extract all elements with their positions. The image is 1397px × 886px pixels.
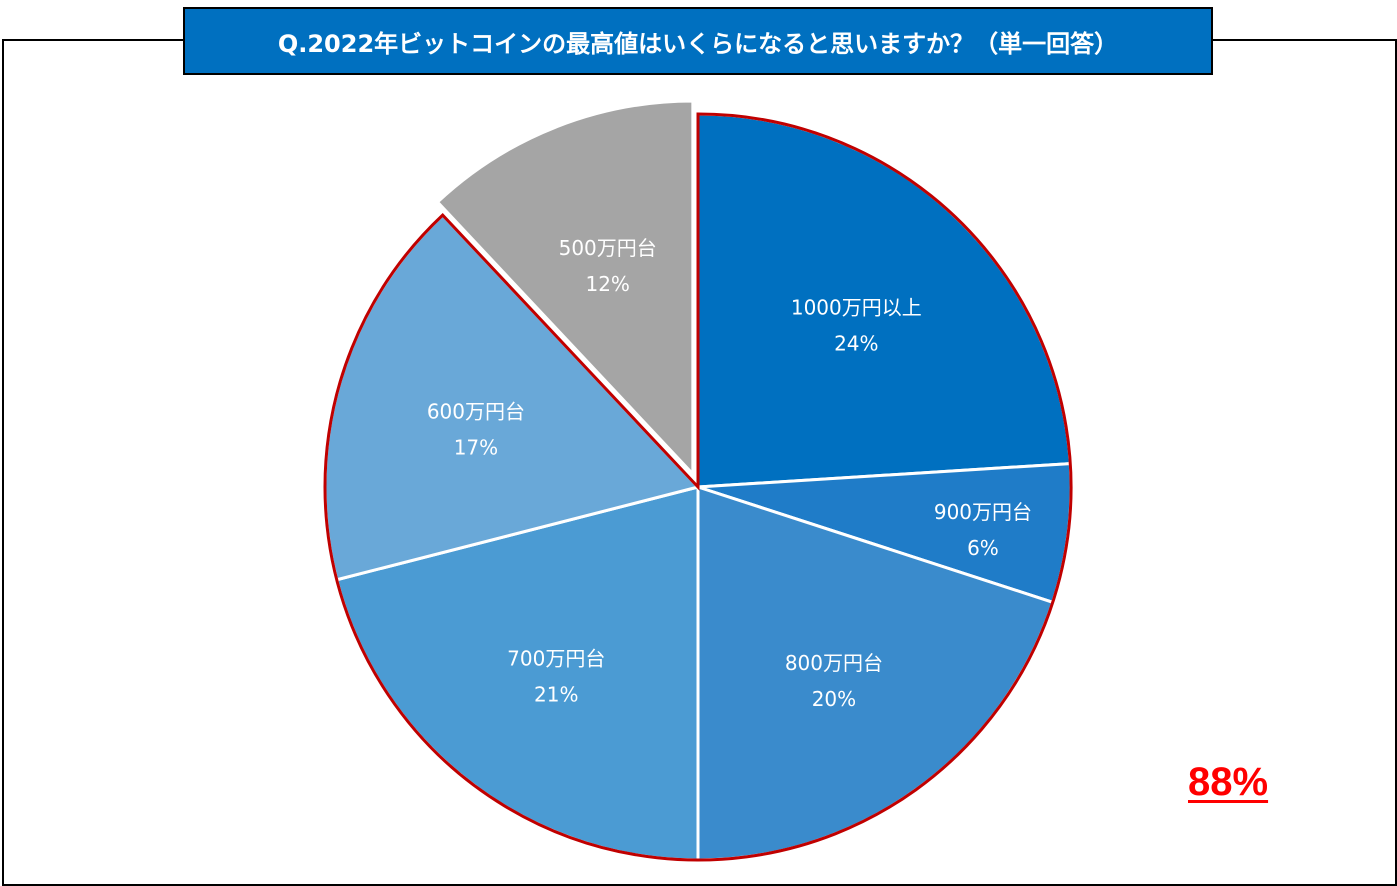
slice-5-value-label: 17% <box>454 435 498 459</box>
slice-3-value-label: 20% <box>812 687 856 711</box>
slice-4-label: 700万円台 <box>507 647 605 671</box>
chart-title: Q.2022年ビットコインの最高値はいくらになると思いますか？（単一回答） <box>183 7 1213 75</box>
slice-2-label: 900万円台 <box>934 500 1032 524</box>
slice-1-label: 1000万円以上 <box>791 295 922 319</box>
highlight-total-label: 88% <box>1188 760 1269 804</box>
highlight-outline <box>323 112 1073 862</box>
pie-labels: 1000万円以上 24% 900万円台 6% 800万円台 20% 700万円台 21% 600… <box>427 236 1032 711</box>
slice-4-value-label: 21% <box>534 683 578 707</box>
slice-5-label: 600万円台 <box>427 399 525 423</box>
slice-6-label: 500万円台 <box>559 236 657 260</box>
slice-2-value-label: 6% <box>967 536 999 560</box>
slice-6-wedge <box>436 99 695 476</box>
slice-3-label: 800万円台 <box>785 651 883 675</box>
slice-6-value-label: 12% <box>585 272 629 296</box>
slice-1-value-label: 24% <box>834 331 878 355</box>
